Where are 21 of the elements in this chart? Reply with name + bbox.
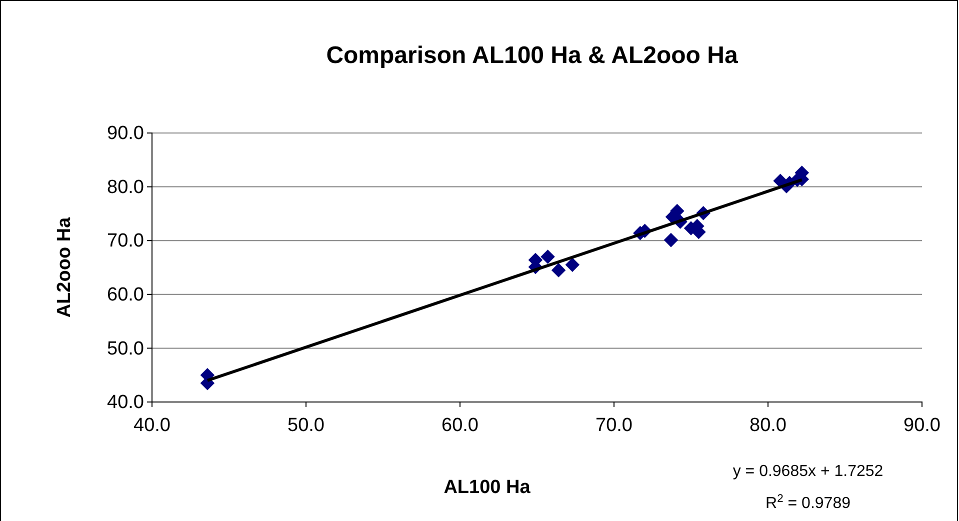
x-tick-label: 60.0 [442, 414, 478, 436]
y-tick-label: 40.0 [107, 392, 144, 414]
x-tick-label: 80.0 [750, 414, 786, 436]
x-tick-label: 90.0 [904, 414, 940, 436]
x-tick-label: 40.0 [134, 414, 170, 436]
y-tick-label: 90.0 [107, 123, 144, 144]
y-tick-label: 70.0 [107, 230, 144, 252]
x-tick-label: 70.0 [596, 414, 632, 436]
point [551, 263, 566, 278]
chart-title: Comparison AL100 Ha & AL2ooo Ha [326, 42, 738, 69]
point [565, 258, 580, 272]
text: y = 0.9685x + 1.7252 [732, 463, 884, 480]
y-tick-label: 60.0 [107, 284, 144, 306]
text: R$^{2}$ = 0.9789 [766, 493, 851, 512]
point [664, 232, 678, 248]
y-tick-label: 50.0 [107, 338, 144, 360]
y-axis-title: AL2ooo Ha [54, 216, 75, 318]
point [540, 250, 555, 264]
x-axis-title: AL100 Ha [444, 477, 531, 498]
x-tick-label: 50.0 [288, 414, 324, 436]
y-tick-label: 80.0 [107, 176, 144, 198]
